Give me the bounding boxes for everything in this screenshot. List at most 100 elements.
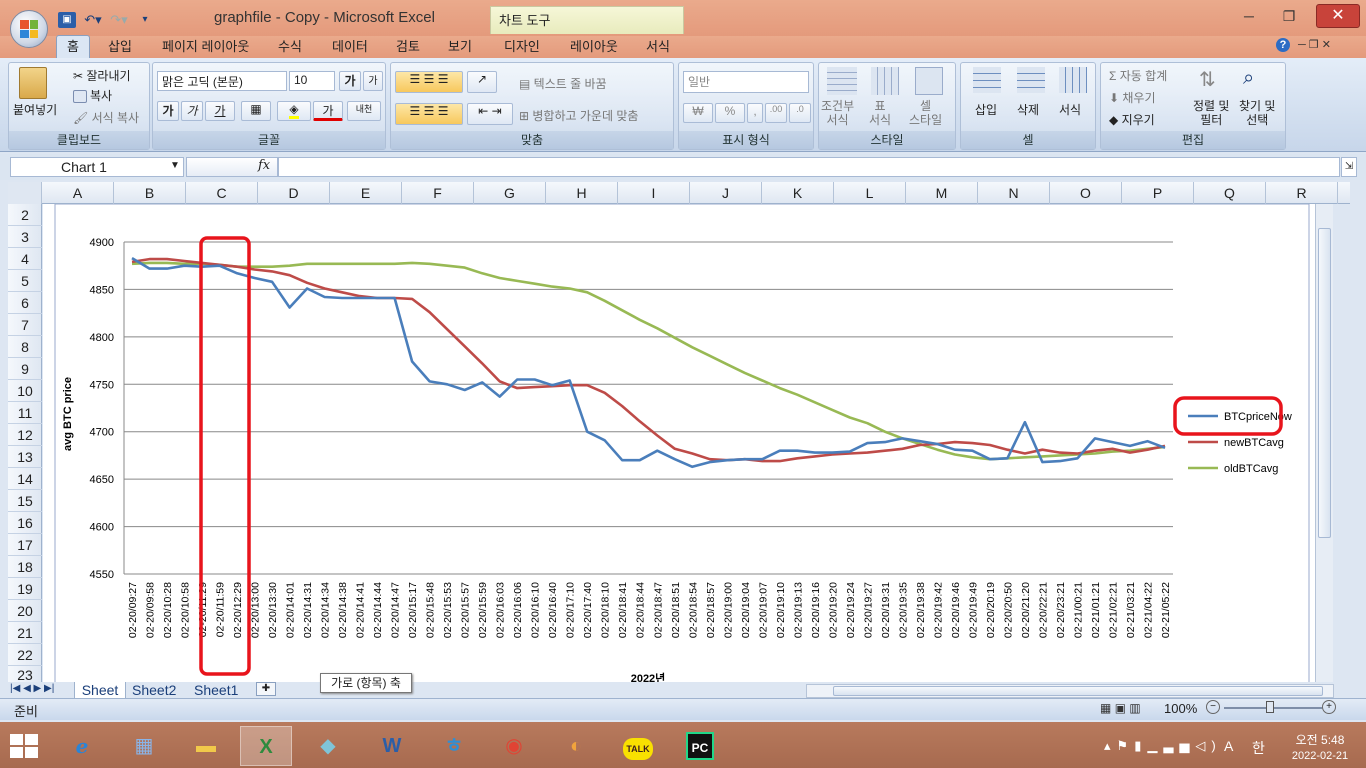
y-tick-label[interactable]: 4650 — [90, 474, 114, 486]
horizontal-scroll-thumb[interactable] — [833, 686, 1323, 696]
pycharm-taskbar-icon[interactable]: PC — [674, 726, 726, 766]
row-header[interactable]: 19 — [8, 578, 42, 600]
row-header[interactable]: 18 — [8, 556, 42, 578]
ime-mode-indicator[interactable]: A — [1224, 738, 1234, 754]
row-header[interactable]: 9 — [8, 358, 42, 380]
x-tick-label[interactable]: 02-20/14:34 — [320, 582, 332, 638]
underline-button[interactable]: 가 — [205, 101, 235, 121]
zoom-out-icon[interactable]: − — [1206, 700, 1220, 714]
start-windows-icon[interactable] — [10, 734, 38, 758]
x-tick-label[interactable]: 02-21/01:21 — [1090, 582, 1102, 638]
hangul-taskbar-icon[interactable]: ㅎ — [444, 735, 464, 757]
battery-icon[interactable]: ▮ — [1134, 738, 1148, 753]
column-header[interactable]: H — [546, 182, 618, 204]
normal-view-icon[interactable]: ▦ — [1100, 701, 1112, 715]
ie-taskbar-icon[interactable]: e — [75, 734, 89, 758]
formula-input[interactable] — [278, 157, 1340, 177]
font-color-button[interactable]: 가 — [313, 101, 343, 121]
column-header[interactable]: F — [402, 182, 474, 204]
expand-formula-icon[interactable]: ⇲ — [1341, 157, 1357, 177]
help-icon[interactable]: ? — [1276, 38, 1290, 52]
tab-home[interactable]: 홈 — [56, 35, 90, 59]
tab-review[interactable]: 검토 — [396, 39, 420, 54]
row-header[interactable]: 15 — [8, 490, 42, 512]
fill-button[interactable]: ⬇ 채우기 — [1109, 91, 1156, 105]
row-header[interactable]: 2 — [8, 204, 42, 226]
x-tick-label[interactable]: 02-20/15:59 — [477, 582, 489, 638]
clock-time[interactable]: 오전 5:48 — [1295, 733, 1345, 747]
font-name-combo[interactable]: 맑은 고딕 (본문) — [157, 71, 287, 91]
column-header[interactable]: O — [1050, 182, 1122, 204]
zoom-in-icon[interactable]: + — [1322, 700, 1336, 714]
horizontal-scrollbar[interactable] — [806, 684, 1334, 698]
x-tick-label[interactable]: 02-20/14:41 — [355, 582, 367, 638]
row-header[interactable]: 7 — [8, 314, 42, 336]
view-buttons[interactable]: ▦ ▣ ▥ — [1100, 701, 1141, 715]
paint-taskbar-icon[interactable]: ◐ — [569, 735, 583, 757]
row-header[interactable]: 11 — [8, 402, 42, 424]
system-tray-icons[interactable]: ▴⚑▮▁▃▅◁) — [1104, 738, 1222, 753]
y-tick-label[interactable]: 4550 — [90, 569, 114, 581]
x-tick-label[interactable]: 02-20/14:44 — [372, 582, 384, 638]
x-tick-label[interactable]: 02-20/14:47 — [390, 582, 402, 638]
x-tick-label[interactable]: 02-20/10:58 — [180, 582, 192, 638]
x-tick-label[interactable]: 02-20/15:48 — [425, 582, 437, 638]
x-tick-label[interactable]: 02-20/11:29 — [197, 582, 209, 637]
zoom-slider-thumb[interactable] — [1266, 701, 1274, 713]
paste-button[interactable]: 붙여넣기 — [13, 103, 58, 117]
shrink-font-button[interactable]: 가 — [363, 71, 383, 91]
save-icon[interactable]: ▣ — [58, 12, 76, 28]
percent-button[interactable]: % — [715, 103, 745, 123]
signal-icon[interactable]: ▁▃▅ — [1147, 738, 1196, 753]
ribbon-window-controls[interactable]: ─ ❐ ✕ — [1298, 39, 1331, 51]
x-tick-label[interactable]: 02-20/16:40 — [547, 582, 559, 638]
x-tick-label[interactable]: 02-20/09:58 — [145, 582, 157, 638]
series-line-newBTCavg[interactable] — [131, 257, 1166, 463]
name-box[interactable]: Chart 1 — [10, 157, 184, 177]
borders-button[interactable]: ▦ — [241, 101, 271, 121]
x-tick-label[interactable]: 02-21/02:21 — [1107, 582, 1119, 638]
x-tick-label[interactable]: 02-20/19:04 — [740, 582, 752, 638]
x-tick-label[interactable]: 02-20/12:29 — [232, 582, 244, 638]
horizontal-align-buttons[interactable]: ☰ ☰ ☰ — [395, 103, 463, 125]
row-header[interactable]: 6 — [8, 292, 42, 314]
y-tick-label[interactable]: 4800 — [90, 332, 114, 344]
x-tick-label[interactable]: 02-21/03:21 — [1125, 582, 1137, 638]
x-tick-label[interactable]: 02-20/18:54 — [687, 582, 699, 638]
tab-formulas[interactable]: 수식 — [278, 39, 302, 54]
chrome-taskbar-icon[interactable]: ◉ — [505, 735, 523, 757]
row-header[interactable]: 5 — [8, 270, 42, 292]
autosum-button[interactable]: Σ 자동 합계 — [1109, 69, 1168, 83]
x-tick-label[interactable]: 02-20/21:20 — [1020, 582, 1032, 638]
tab-data[interactable]: 데이터 — [332, 39, 368, 54]
word-taskbar-icon[interactable]: W — [382, 735, 402, 757]
format-painter-button[interactable]: 🖌 서식 복사 — [73, 111, 140, 125]
x-tick-label[interactable]: 02-21/04:22 — [1142, 582, 1154, 638]
legend-label-oldBTCavg[interactable]: oldBTCavg — [1224, 463, 1278, 475]
x-tick-label[interactable]: 02-20/19:35 — [897, 582, 909, 638]
language-indicator[interactable]: 한 — [1252, 740, 1265, 756]
minimize-button[interactable]: ─ — [1244, 8, 1254, 24]
column-header[interactable]: P — [1122, 182, 1194, 204]
sheet-tab[interactable]: Sheet2 — [132, 682, 177, 698]
orientation-button[interactable]: ↗ — [467, 71, 497, 93]
column-header[interactable]: B — [114, 182, 186, 204]
x-tick-label[interactable]: 02-20/19:46 — [950, 582, 962, 638]
row-header[interactable]: 8 — [8, 336, 42, 358]
tab-page-layout[interactable]: 페이지 레이아웃 — [162, 39, 250, 54]
sort-filter-button[interactable]: 정렬 및 필터 — [1193, 99, 1230, 127]
x-tick-label[interactable]: 02-20/11:59 — [215, 582, 227, 637]
x-tick-label[interactable]: 02-20/15:57 — [460, 582, 472, 638]
insert-cells-button[interactable]: 삽입 — [975, 103, 998, 117]
italic-button[interactable]: 가 — [181, 101, 203, 121]
redo-icon[interactable]: ↷▾ — [110, 12, 128, 27]
x-tick-label[interactable]: 02-20/23:21 — [1055, 582, 1067, 638]
row-header[interactable]: 22 — [8, 644, 42, 666]
column-header[interactable]: E — [330, 182, 402, 204]
delete-cells-button[interactable]: 삭제 — [1017, 103, 1040, 117]
x-tick-label[interactable]: 02-20/20:19 — [985, 582, 997, 638]
tab-chart-format[interactable]: 서식 — [646, 39, 670, 54]
zoom-level[interactable]: 100% — [1164, 701, 1198, 716]
x-tick-label[interactable]: 02-20/13:00 — [250, 582, 262, 638]
chart-area[interactable] — [54, 204, 1310, 684]
